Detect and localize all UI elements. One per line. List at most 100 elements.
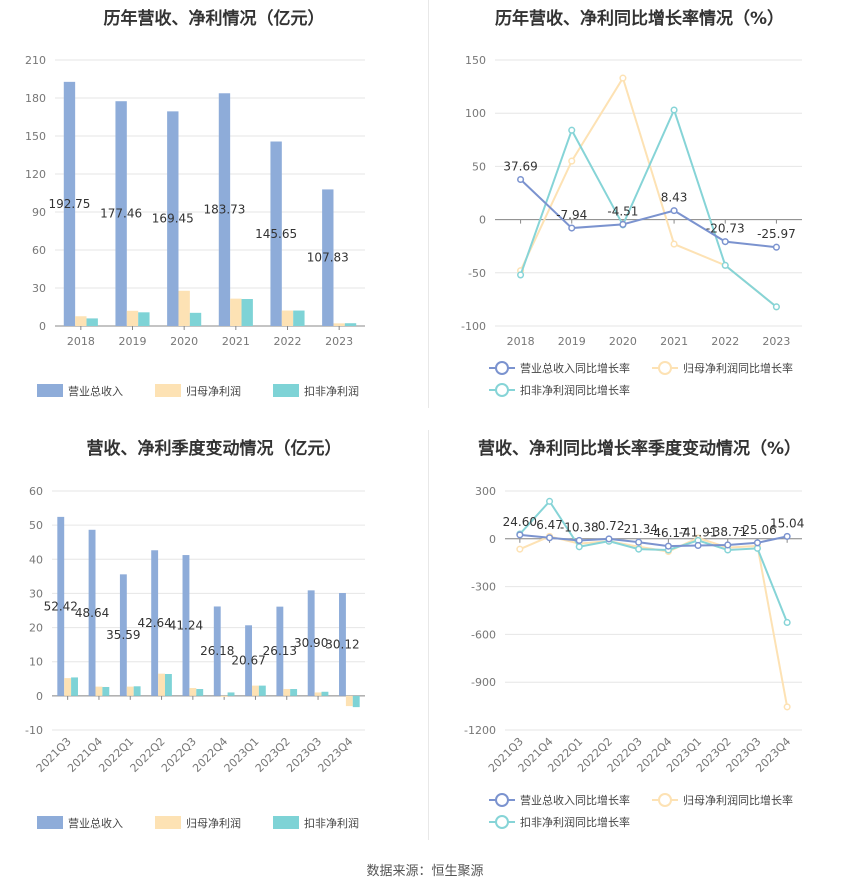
- bar: [63, 81, 76, 326]
- data-point: [635, 545, 643, 553]
- bar: [213, 606, 221, 696]
- data-point: [670, 207, 678, 215]
- data-label: 20.67: [231, 654, 265, 668]
- x-tick-label: 2022: [711, 335, 739, 348]
- bar: [281, 310, 294, 326]
- bar: [102, 686, 110, 696]
- x-tick-label: 2019: [558, 335, 586, 348]
- bar: [314, 692, 322, 696]
- data-point: [568, 157, 576, 165]
- legend-swatch: [155, 816, 181, 829]
- data-point: [783, 618, 791, 626]
- data-point: [772, 243, 780, 251]
- bar: [344, 323, 357, 326]
- data-label: -38.71: [708, 525, 747, 539]
- data-label: 30.12: [325, 637, 359, 651]
- data-label: -41.91: [679, 525, 718, 539]
- y-tick-label: 40: [29, 553, 43, 566]
- legend-label: 归母净利润: [186, 816, 241, 830]
- data-label: 26.18: [200, 644, 234, 658]
- data-label: -25.97: [757, 227, 796, 241]
- bar: [178, 290, 190, 326]
- data-label: 30.90: [294, 636, 328, 650]
- series-line: [519, 535, 789, 708]
- bar: [133, 686, 141, 696]
- data-point: [664, 542, 672, 550]
- y-tick-label: 60: [32, 244, 46, 257]
- bar: [270, 141, 282, 326]
- data-point: [635, 538, 643, 546]
- bar: [86, 318, 98, 326]
- legend-label: 营业总收入同比增长率: [520, 793, 630, 807]
- data-label: -46.17: [649, 526, 688, 540]
- data-point: [694, 541, 702, 550]
- bar: [333, 323, 345, 326]
- chart-title: 营收、净利季度变动情况（亿元）: [86, 439, 342, 459]
- bar: [167, 111, 179, 326]
- y-tick-label: 30: [29, 587, 43, 600]
- bar: [95, 686, 103, 696]
- bar: [126, 310, 139, 326]
- y-tick-label: -1200: [464, 724, 496, 737]
- bar: [126, 686, 134, 696]
- data-label: 177.46: [100, 207, 142, 221]
- bar: [290, 689, 298, 696]
- bar: [322, 189, 334, 326]
- data-label: 183.73: [203, 203, 245, 217]
- data-point: [753, 539, 762, 547]
- legend-label: 营业总收入同比增长率: [520, 361, 630, 375]
- y-tick-label: 60: [29, 485, 43, 498]
- bar: [57, 516, 65, 696]
- series-line: [519, 178, 777, 249]
- y-tick-label: 180: [25, 92, 46, 105]
- legend-label: 归母净利润同比增长率: [683, 361, 793, 375]
- bar: [227, 692, 235, 696]
- bar: [71, 677, 78, 696]
- legend-label: 扣非净利润: [304, 816, 359, 830]
- y-tick-label: 150: [465, 54, 486, 67]
- data-label: -0.72: [593, 519, 624, 533]
- data-point: [783, 532, 791, 540]
- x-tick-label: 2019: [119, 335, 147, 348]
- legend-swatch: [273, 384, 299, 397]
- data-label: 48.64: [75, 606, 109, 620]
- series-line: [519, 499, 789, 623]
- legend-marker: [495, 793, 509, 807]
- bar-chart-annual: 0 30 60 90 120 150 180 210 2018 2019 2020 2021 2022 2…: [25, 54, 365, 398]
- bar: [158, 673, 165, 696]
- legend-swatch: [37, 816, 63, 829]
- data-label: 145.65: [255, 227, 297, 241]
- data-point: [568, 126, 576, 134]
- chart-panel-quarterly-revenue: 营收、净利季度变动情况（亿元） -10 0 10 20 30 40 50 60 2021Q3 20…: [0, 430, 428, 850]
- data-point: [546, 534, 554, 542]
- y-tick-label: 90: [32, 206, 46, 219]
- bar: [75, 316, 87, 326]
- legend-marker: [658, 361, 672, 375]
- data-point: [724, 541, 732, 549]
- bar: [138, 312, 150, 326]
- bar: [115, 101, 127, 326]
- data-point: [517, 175, 525, 184]
- data-label: -7.94: [556, 208, 587, 222]
- legend-marker: [658, 793, 672, 807]
- bar: [252, 685, 259, 696]
- data-point: [605, 535, 613, 543]
- x-tick-label: 2020: [170, 335, 198, 348]
- bar: [307, 590, 315, 696]
- data-label: 6.47: [536, 518, 563, 532]
- y-tick-label: 120: [25, 168, 46, 181]
- x-tick-label: 2018: [67, 335, 95, 348]
- data-label: 41.24: [169, 618, 203, 632]
- data-point: [670, 240, 678, 248]
- data-label: -10.38: [560, 520, 599, 534]
- bar: [276, 606, 284, 696]
- data-label: 192.75: [48, 197, 90, 211]
- data-label: -25.06: [738, 523, 777, 537]
- data-label: -4.51: [607, 204, 638, 218]
- y-tick-label: 30: [32, 282, 46, 295]
- x-tick-label: 2018: [507, 335, 535, 348]
- data-source: 数据来源：恒生聚源: [366, 864, 484, 879]
- data-point: [772, 303, 780, 311]
- legend-swatch: [273, 816, 299, 829]
- bar: [119, 574, 127, 696]
